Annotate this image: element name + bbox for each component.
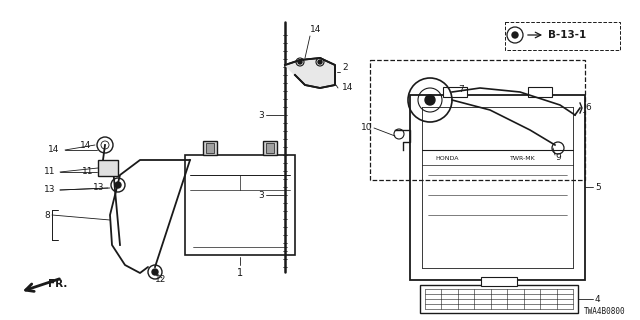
Bar bbox=[185, 155, 295, 255]
Bar bbox=[266, 143, 274, 153]
Text: HONDA: HONDA bbox=[435, 156, 458, 161]
Circle shape bbox=[425, 95, 435, 105]
Bar bbox=[263, 141, 277, 155]
Bar bbox=[505, 22, 620, 50]
Text: 7: 7 bbox=[458, 85, 464, 94]
Bar bbox=[410, 95, 585, 280]
Circle shape bbox=[318, 60, 322, 64]
Bar bbox=[528, 87, 552, 97]
Bar bbox=[98, 160, 118, 176]
Text: 1: 1 bbox=[237, 268, 243, 278]
Text: 14: 14 bbox=[79, 140, 91, 149]
Text: 13: 13 bbox=[44, 186, 56, 195]
Bar bbox=[370, 60, 585, 180]
Bar bbox=[420, 285, 578, 313]
Text: 8: 8 bbox=[44, 211, 50, 220]
Text: B-13-1: B-13-1 bbox=[548, 30, 586, 40]
Text: 3: 3 bbox=[259, 110, 264, 119]
Text: 14: 14 bbox=[310, 26, 321, 35]
Text: 11: 11 bbox=[81, 167, 93, 177]
Text: 5: 5 bbox=[595, 182, 601, 191]
Text: 10: 10 bbox=[360, 124, 372, 132]
Circle shape bbox=[512, 32, 518, 38]
Text: 14: 14 bbox=[342, 84, 353, 92]
Text: 9: 9 bbox=[555, 154, 561, 163]
Bar bbox=[203, 141, 217, 155]
Bar bbox=[481, 277, 517, 286]
Circle shape bbox=[298, 60, 302, 64]
Bar bbox=[206, 143, 214, 153]
Text: 12: 12 bbox=[155, 276, 166, 284]
Text: 4: 4 bbox=[595, 294, 600, 303]
Bar bbox=[443, 87, 467, 97]
Text: 14: 14 bbox=[48, 146, 60, 155]
Text: TWR-MK: TWR-MK bbox=[510, 156, 536, 161]
Text: FR.: FR. bbox=[48, 279, 67, 289]
Text: 13: 13 bbox=[93, 183, 104, 193]
Text: 2: 2 bbox=[342, 63, 348, 73]
Polygon shape bbox=[285, 58, 335, 88]
Text: 11: 11 bbox=[44, 167, 56, 177]
Circle shape bbox=[152, 269, 158, 275]
Circle shape bbox=[115, 182, 121, 188]
Text: 6: 6 bbox=[585, 103, 591, 113]
Text: 3: 3 bbox=[259, 190, 264, 199]
Text: TWA4B0800: TWA4B0800 bbox=[584, 308, 625, 316]
